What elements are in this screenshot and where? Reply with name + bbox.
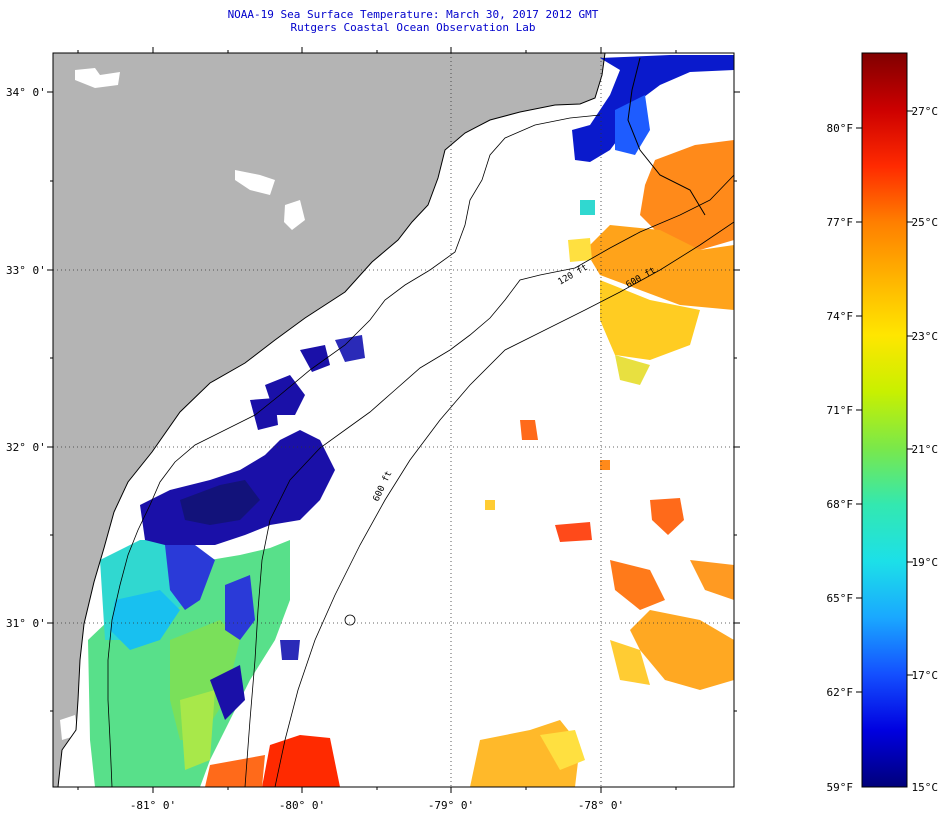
colorbar-c-label-19: 19°C [912,556,939,569]
colorbar-f-label-59: 59°F [827,781,854,794]
colorbar-c-label-15: 15°C [912,781,939,794]
lat-label-33: 33° 0' [6,264,46,277]
map-content [53,53,734,787]
colorbar-f-label-77: 77°F [827,216,854,229]
colorbar-f-label-68: 68°F [827,498,854,511]
coastline [57,53,606,787]
colorbar-f-label-71: 71°F [827,404,854,417]
map-subtitle: Rutgers Coastal Ocean Observation Lab [290,21,536,34]
colorbar [861,52,908,788]
seamount-contour [344,614,356,626]
colorbar-c-label-25: 25°C [912,216,939,229]
barrier-island-line [627,57,706,216]
colorbar-c-label-21: 21°C [912,443,939,456]
colorbar-f-label-80: 80°F [827,122,854,135]
lat-label-34: 34° 0' [6,86,46,99]
colorbar-c-label-27: 27°C [912,105,939,118]
colorbar-f-label-62: 62°F [827,686,854,699]
graticule [53,53,734,787]
lon-label-80: -80° 0' [279,799,325,812]
lon-label-79: -79° 0' [428,799,474,812]
lon-label-78: -78° 0' [578,799,624,812]
lon-label-81: -81° 0' [130,799,176,812]
colorbar-c-label-17: 17°C [912,669,939,682]
map-frame [52,52,735,788]
lat-label-32: 32° 0' [6,441,46,454]
lat-label-31: 31° 0' [6,617,46,630]
axis-ticks [47,47,740,793]
isobath-120ft [107,114,601,787]
colorbar-ticks [856,110,913,693]
map-title: NOAA-19 Sea Surface Temperature: March 3… [227,8,599,21]
isobath-120ft-outer [244,174,734,787]
colorbar-f-label-74: 74°F [827,310,854,323]
colorbar-c-label-23: 23°C [912,330,939,343]
sst-patches [88,55,734,787]
isobath-600ft [274,221,734,787]
colorbar-f-label-65: 65°F [827,592,854,605]
land-area [53,53,605,787]
